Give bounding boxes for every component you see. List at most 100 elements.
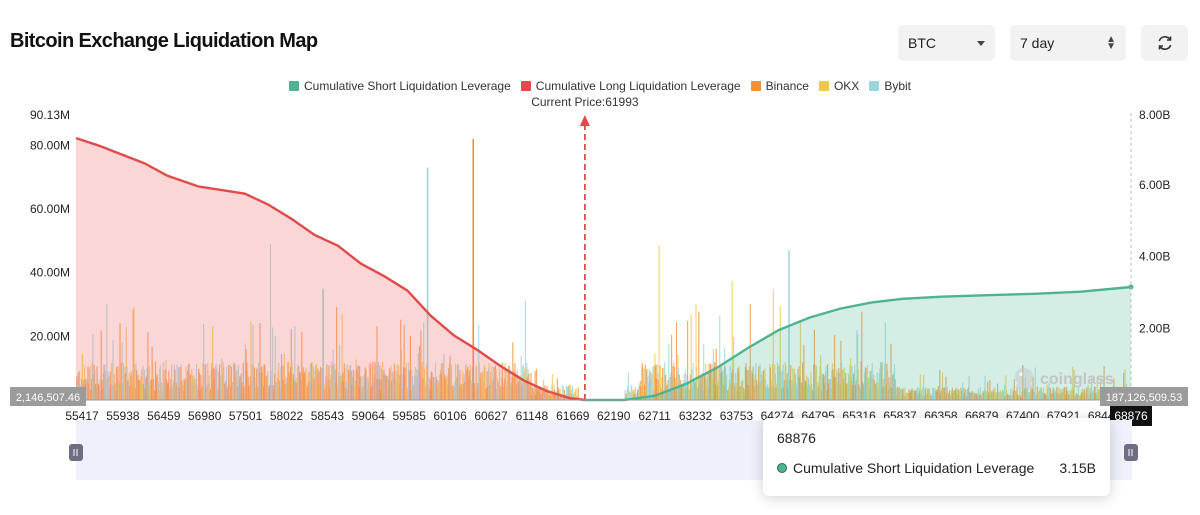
liquidation-bar — [171, 364, 173, 400]
liquidation-bar — [1102, 395, 1104, 400]
liquidation-bar — [237, 364, 239, 400]
liquidation-bar — [1088, 395, 1090, 400]
liquidation-bar — [907, 393, 909, 400]
liquidation-bar — [391, 372, 393, 400]
liquidation-bar — [808, 384, 811, 400]
liquidation-bar — [1068, 394, 1070, 400]
liquidation-bar — [552, 391, 554, 400]
liquidation-bar — [218, 372, 220, 400]
liquidation-bar — [471, 367, 473, 400]
x-tick-label: 63753 — [720, 409, 754, 423]
liquidation-bar — [478, 362, 480, 400]
liquidation-bar — [446, 385, 448, 400]
liquidation-bar — [209, 387, 211, 400]
liquidation-bar — [713, 366, 715, 400]
liquidation-bar — [92, 373, 95, 400]
liquidation-bar — [102, 373, 104, 400]
liquidation-bar — [316, 375, 318, 400]
liquidation-bar — [325, 384, 327, 400]
liquidation-bar — [553, 384, 555, 400]
liquidation-bar — [685, 388, 687, 400]
liquidation-bar — [1017, 394, 1020, 400]
liquidation-bar — [1003, 391, 1005, 400]
liquidation-bar — [473, 383, 476, 400]
liquidation-bar — [285, 383, 288, 400]
liquidation-bar — [123, 374, 125, 400]
legend-item-short[interactable]: Cumulative Short Liquidation Leverage — [288, 79, 511, 93]
liquidation-bar — [683, 373, 685, 400]
liquidation-bar — [663, 367, 665, 400]
liquidation-bar — [774, 364, 776, 400]
liquidation-bar — [145, 377, 147, 400]
legend-item-bybit[interactable]: Bybit — [869, 79, 911, 93]
liquidation-bar — [485, 388, 487, 400]
liquidation-bar — [392, 371, 394, 400]
liquidation-bar — [253, 367, 255, 400]
legend-item-long[interactable]: Cumulative Long Liquidation Leverage — [520, 79, 741, 93]
liquidation-bar — [754, 374, 756, 400]
coin-select[interactable]: BTC — [898, 25, 995, 61]
liquidation-bar — [329, 387, 331, 400]
liquidation-bar — [269, 244, 272, 400]
liquidation-bar — [307, 372, 309, 400]
liquidation-bar — [301, 373, 304, 400]
liquidation-bar — [339, 375, 341, 400]
liquidation-bar — [994, 393, 997, 400]
liquidation-bar — [1118, 387, 1120, 400]
liquidation-bar — [1111, 393, 1113, 400]
liquidation-bar — [859, 388, 861, 400]
liquidation-bar — [819, 365, 821, 400]
liquidation-bar — [375, 365, 377, 400]
liquidation-bar — [1113, 378, 1115, 400]
liquidation-bar — [786, 373, 788, 400]
liquidation-bar — [229, 364, 231, 400]
liquidation-bar — [122, 382, 124, 400]
zoom-slider-right-handle[interactable] — [1124, 444, 1138, 461]
liquidation-bar — [547, 390, 549, 400]
liquidation-bar — [1041, 391, 1043, 400]
liquidation-bar — [1100, 389, 1102, 400]
liquidation-bar — [895, 388, 897, 400]
liquidation-bar — [908, 389, 910, 400]
liquidation-bar — [1089, 387, 1091, 400]
liquidation-bar — [681, 385, 683, 400]
liquidation-bar — [464, 381, 466, 400]
range-select[interactable]: 7 day ▲ ▼ — [1010, 25, 1126, 61]
liquidation-bar — [494, 372, 496, 400]
refresh-button[interactable] — [1141, 25, 1188, 61]
liquidation-bar — [171, 388, 173, 400]
liquidation-bar — [164, 369, 166, 400]
liquidation-bar — [226, 367, 228, 400]
liquidation-bar — [742, 379, 744, 400]
liquidation-bar — [781, 371, 783, 400]
liquidation-bar — [645, 377, 647, 400]
liquidation-bar — [472, 362, 474, 400]
liquidation-bar — [100, 330, 102, 400]
legend-item-okx[interactable]: OKX — [818, 79, 859, 93]
liquidation-bar — [278, 380, 281, 400]
liquidation-bar — [744, 366, 746, 400]
liquidation-bar — [1019, 387, 1021, 400]
liquidation-bar — [83, 365, 86, 400]
liquidation-bar — [875, 384, 877, 400]
liquidation-bar — [720, 363, 722, 400]
liquidation-bar — [496, 389, 498, 400]
liquidation-bar — [1010, 396, 1013, 400]
liquidation-bar — [892, 374, 894, 400]
liquidation-bar — [467, 367, 469, 400]
liquidation-bar — [824, 383, 826, 400]
legend-item-binance[interactable]: Binance — [750, 79, 809, 93]
liquidation-bar — [1022, 365, 1024, 400]
liquidation-bar — [641, 363, 643, 400]
zoom-slider-left-handle[interactable] — [69, 444, 83, 461]
liquidation-bar — [1059, 388, 1061, 400]
liquidation-bar — [484, 367, 486, 400]
liquidation-bar — [904, 387, 906, 400]
liquidation-bar — [946, 387, 948, 400]
liquidation-bar — [1095, 392, 1098, 400]
liquidation-bar — [191, 376, 193, 400]
refresh-icon — [1158, 36, 1171, 50]
liquidation-bar — [857, 333, 859, 400]
liquidation-bar — [142, 365, 144, 400]
liquidation-bar — [1079, 395, 1081, 400]
